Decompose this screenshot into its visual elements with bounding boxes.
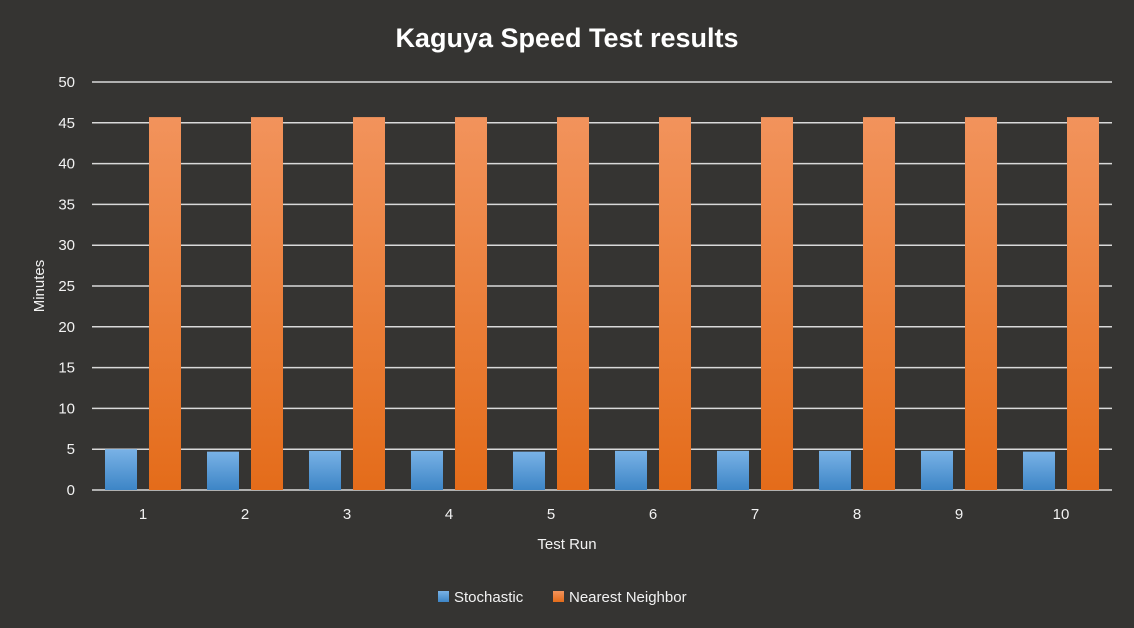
bar-nearest-neighbor <box>353 117 385 490</box>
bar-nearest-neighbor <box>659 117 691 490</box>
bar-stochastic <box>615 450 647 490</box>
chart-title: Kaguya Speed Test results <box>395 23 738 53</box>
x-tick-label: 5 <box>547 506 555 523</box>
x-tick-label: 10 <box>1053 506 1070 523</box>
y-axis-title: Minutes <box>31 260 48 313</box>
gridlines <box>92 81 1112 491</box>
x-tick-label: 2 <box>241 506 249 523</box>
bar-nearest-neighbor <box>1067 117 1099 490</box>
legend-swatch <box>438 591 449 602</box>
x-tick-label: 4 <box>445 506 453 523</box>
x-tick-label: 7 <box>751 506 759 523</box>
x-tick-label: 3 <box>343 506 351 523</box>
bar-stochastic <box>207 451 239 490</box>
y-tick-label: 40 <box>58 156 75 173</box>
x-tick-label: 9 <box>955 506 963 523</box>
bar-nearest-neighbor <box>455 117 487 490</box>
bar-nearest-neighbor <box>251 117 283 490</box>
bar-stochastic <box>921 450 953 490</box>
bar-stochastic <box>717 450 749 490</box>
bar-stochastic <box>1023 451 1055 490</box>
y-tick-label: 0 <box>67 482 75 499</box>
x-tick-label: 6 <box>649 506 657 523</box>
x-tick-label: 8 <box>853 506 861 523</box>
y-tick-label: 25 <box>58 278 75 295</box>
y-tick-label: 15 <box>58 360 75 377</box>
y-tick-label: 30 <box>58 237 75 254</box>
bar-stochastic <box>513 451 545 490</box>
bar-nearest-neighbor <box>863 117 895 490</box>
y-tick-label: 5 <box>67 441 75 458</box>
y-axis-ticks: 0 5 10 15 20 25 30 35 40 45 50 <box>58 74 75 499</box>
bar-nearest-neighbor <box>965 117 997 490</box>
x-axis-title: Test Run <box>537 536 596 553</box>
y-tick-label: 10 <box>58 400 75 417</box>
legend: Stochastic Nearest Neighbor <box>438 589 687 606</box>
x-axis-ticks: 1 2 3 4 5 6 7 8 9 10 <box>139 506 1070 523</box>
bar-nearest-neighbor <box>761 117 793 490</box>
bar-stochastic <box>819 450 851 490</box>
bar-nearest-neighbor <box>557 117 589 490</box>
bar-stochastic <box>411 450 443 490</box>
y-tick-label: 20 <box>58 319 75 336</box>
y-tick-label: 45 <box>58 115 75 132</box>
y-tick-label: 50 <box>58 74 75 91</box>
legend-label: Stochastic <box>454 589 524 606</box>
y-tick-label: 35 <box>58 196 75 213</box>
legend-label: Nearest Neighbor <box>569 589 687 606</box>
legend-swatch <box>553 591 564 602</box>
bars <box>105 117 1099 490</box>
bar-stochastic <box>105 449 137 490</box>
bar-nearest-neighbor <box>149 117 181 490</box>
x-tick-label: 1 <box>139 506 147 523</box>
bar-stochastic <box>309 450 341 490</box>
